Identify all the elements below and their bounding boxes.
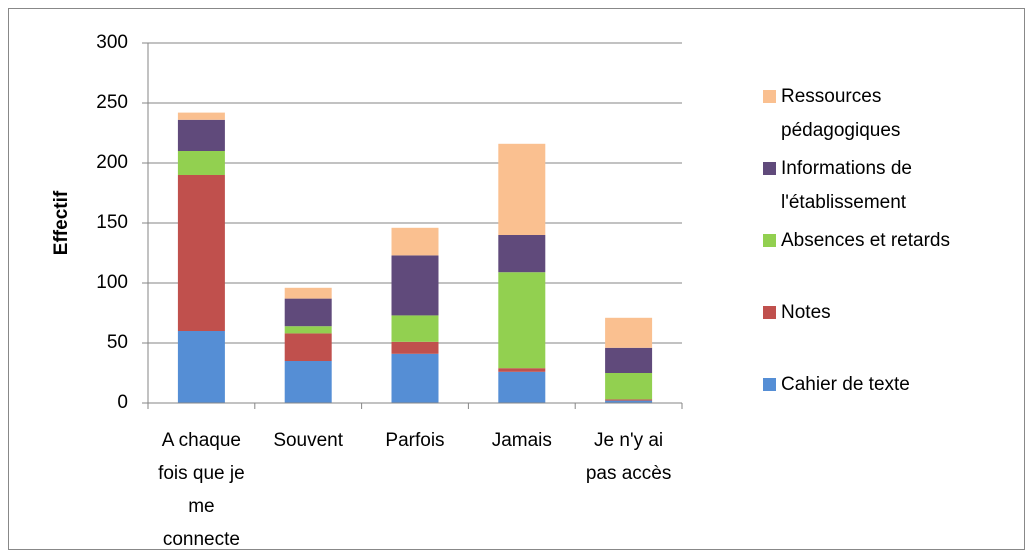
- x-tick-label: A chaque fois que je me connecte: [158, 430, 245, 550]
- bar-segment: [284, 287, 332, 299]
- bar-segment: [284, 333, 332, 361]
- y-tick-label: 150: [96, 212, 128, 233]
- x-tick-label: Parfois: [385, 430, 445, 451]
- legend-label: Informations de l'établissement: [781, 158, 912, 213]
- bar-segment: [605, 317, 653, 348]
- bar-segment: [605, 373, 653, 400]
- y-tick-label: 50: [107, 332, 128, 353]
- bar-segment: [605, 399, 653, 401]
- bar-segment: [177, 175, 225, 331]
- bar-segment: [391, 353, 439, 403]
- legend-swatch: [763, 90, 776, 103]
- bar-segment: [498, 235, 546, 273]
- legend-swatch: [763, 234, 776, 247]
- legend-label: Cahier de texte: [781, 374, 910, 395]
- legend-swatch: [763, 378, 776, 391]
- bar-segment: [391, 227, 439, 256]
- bar-segment: [284, 298, 332, 327]
- bar-segment: [391, 341, 439, 354]
- x-tick-label: Je n'y ai pas accès: [585, 430, 672, 484]
- legend-label: Absences et retards: [781, 230, 950, 251]
- legend-label: Ressources pédagogiques: [781, 86, 901, 141]
- bar-segment: [498, 143, 546, 235]
- bar-segment: [498, 272, 546, 369]
- y-tick-label: 200: [96, 152, 128, 173]
- bar-segment: [605, 347, 653, 373]
- bar-segment: [391, 255, 439, 316]
- legend-swatch: [763, 306, 776, 319]
- bar-segment: [498, 371, 546, 403]
- x-tick-label: Jamais: [491, 430, 552, 451]
- bar-segment: [284, 326, 332, 334]
- bar-segment: [177, 151, 225, 175]
- legend-label: Notes: [781, 302, 831, 323]
- bar-segment: [177, 331, 225, 403]
- y-tick-label: 250: [96, 92, 128, 113]
- x-tick-label: Souvent: [273, 430, 344, 451]
- y-tick-label: 300: [96, 32, 128, 53]
- y-tick-label: 0: [117, 392, 128, 413]
- bar-segment: [498, 368, 546, 372]
- bar-segment: [391, 315, 439, 342]
- bar-segment: [177, 119, 225, 151]
- bar-segment: [605, 400, 653, 403]
- legend-swatch: [763, 162, 776, 175]
- bar-segment: [177, 112, 225, 120]
- bar-segment: [284, 361, 332, 403]
- y-axis-title: Effectif: [51, 190, 72, 255]
- y-tick-label: 100: [96, 272, 128, 293]
